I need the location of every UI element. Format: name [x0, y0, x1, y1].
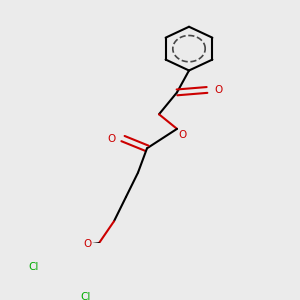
- Text: O: O: [178, 130, 187, 140]
- Text: O: O: [214, 85, 223, 95]
- Text: O: O: [83, 239, 92, 249]
- Text: Cl: Cl: [80, 292, 91, 300]
- Text: O: O: [107, 134, 116, 144]
- Text: Cl: Cl: [28, 262, 39, 272]
